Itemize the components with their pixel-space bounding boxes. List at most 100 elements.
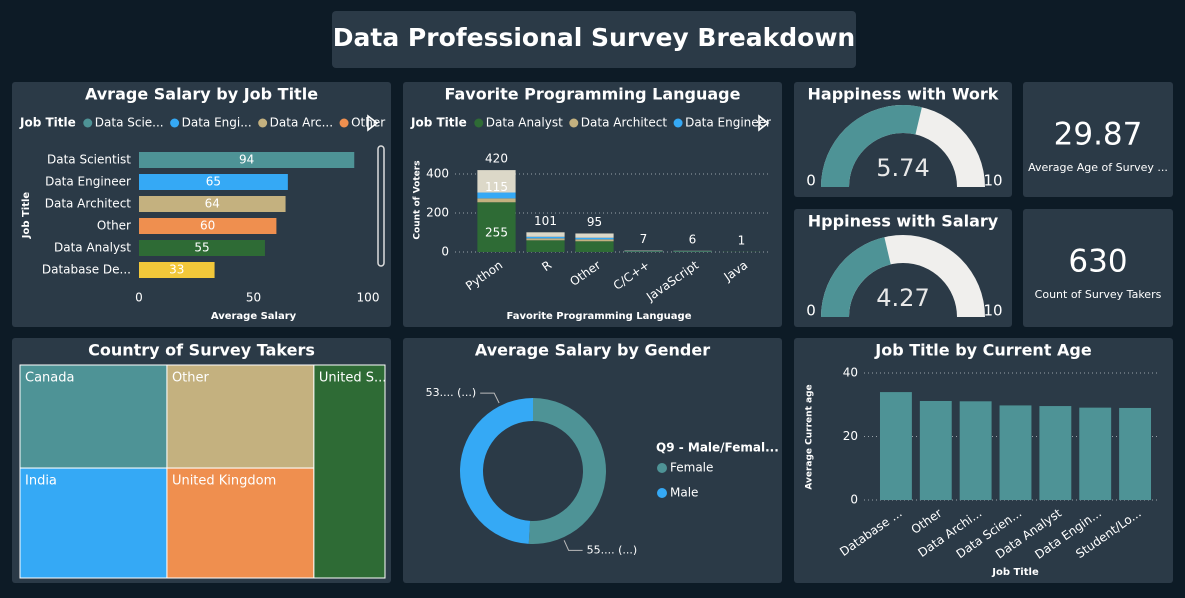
bar	[999, 405, 1032, 500]
legend-title: Job Title	[410, 116, 467, 130]
treemap-tile	[166, 364, 315, 469]
bar-segment	[575, 233, 614, 238]
data-label: 60	[200, 219, 215, 233]
legend-label: Data Scie...	[95, 116, 164, 130]
y-tick-label: Data Scientist	[47, 153, 131, 167]
chart-title: Country of Survey Takers	[88, 341, 315, 360]
legend-label: Data Arc...	[270, 116, 333, 130]
total-label: 95	[587, 215, 602, 229]
gauge-value: 4.27	[876, 284, 929, 312]
card-value: 630	[1068, 244, 1127, 280]
bar-segment	[526, 238, 565, 241]
legend-marker	[258, 118, 268, 128]
axis-title: Job Title	[21, 192, 32, 240]
legend-label: Male	[670, 486, 698, 500]
legend-marker	[569, 118, 579, 128]
legend-marker	[474, 118, 484, 128]
gauge-max: 10	[983, 302, 1002, 320]
y-tick-label: Data Analyst	[54, 241, 131, 255]
legend-label: Data Analyst	[486, 116, 563, 130]
leader-line	[563, 540, 583, 551]
gauge-max: 10	[983, 172, 1002, 190]
y-tick-label: 0	[441, 245, 449, 259]
bar	[919, 400, 952, 500]
treemap-label: United Kingdom	[172, 474, 276, 489]
bar	[139, 262, 215, 278]
bar	[139, 196, 286, 212]
axis-title: Average Salary	[211, 311, 297, 322]
data-label: 115	[485, 180, 508, 194]
bar	[139, 240, 265, 256]
bar-segment	[526, 240, 565, 252]
gauge-value-arc	[821, 105, 922, 187]
panel	[403, 82, 782, 327]
leader-line	[480, 392, 500, 404]
y-tick-label: 200	[426, 206, 449, 220]
legend-marker	[170, 118, 180, 128]
data-label: 255	[485, 226, 508, 240]
treemap-label: India	[25, 474, 57, 489]
bar-segment	[624, 251, 663, 252]
bar-segment	[526, 232, 565, 237]
treemap-tile	[313, 364, 386, 579]
chart-title: Job Title by Current Age	[874, 341, 1092, 360]
gauge-value: 5.74	[876, 154, 929, 182]
treemap-tile	[19, 467, 168, 579]
y-tick-label: Other	[97, 219, 131, 233]
legend-label: Data Architect	[581, 116, 668, 130]
bar	[1119, 407, 1152, 500]
bar	[1039, 406, 1072, 500]
y-tick-label: 20	[843, 429, 858, 443]
data-label: 55.... (...)	[587, 543, 638, 556]
bar-segment	[477, 170, 516, 193]
chart-title: Average Salary by Gender	[475, 341, 710, 360]
bar-segment	[477, 198, 516, 203]
legend-marker	[339, 118, 349, 128]
legend-marker	[83, 118, 93, 128]
bar-segment	[575, 241, 614, 252]
bar-segment	[575, 237, 614, 240]
x-tick-label: 0	[135, 291, 143, 305]
chart-title: Favorite Programming Language	[445, 85, 741, 104]
bar	[1079, 407, 1112, 500]
y-tick-label: 0	[850, 493, 858, 507]
y-tick-label: Data Engineer	[45, 175, 131, 189]
treemap-tile	[166, 467, 315, 579]
donut-segment	[460, 398, 533, 544]
bar-segment	[477, 192, 516, 199]
gauge-min: 0	[806, 302, 816, 320]
data-label: 64	[205, 197, 220, 211]
legend-scroll-arrow[interactable]	[758, 114, 770, 132]
legend-scroll-arrow[interactable]	[367, 114, 379, 132]
scrollbar	[377, 145, 385, 267]
dashboard-title: Data Professional Survey Breakdown	[333, 23, 855, 52]
legend-title: Q9 - Male/Femal...	[656, 441, 779, 455]
chart-title: Happiness with Work	[808, 85, 999, 104]
bar-segment	[526, 236, 565, 239]
legend-label: Data Engineer	[685, 116, 771, 130]
data-label: 94	[239, 153, 254, 167]
treemap-label: Canada	[25, 371, 74, 386]
bar	[879, 392, 912, 500]
card-value: 29.87	[1054, 117, 1143, 153]
total-label: 420	[485, 152, 508, 166]
legend-marker	[673, 118, 683, 128]
gauge-min: 0	[806, 172, 816, 190]
x-tick-label: 100	[357, 291, 380, 305]
legend-title: Job Title	[19, 116, 76, 130]
data-label: 33	[169, 263, 184, 277]
bar	[139, 174, 288, 190]
y-tick-label: Database De...	[42, 263, 131, 277]
y-tick-label: 400	[426, 167, 449, 181]
chart-title: Hppiness with Salary	[808, 212, 999, 231]
y-tick-label: Data Architect	[45, 197, 132, 211]
card	[1023, 82, 1173, 197]
donut-segment	[528, 398, 606, 545]
total-label: 7	[640, 232, 648, 246]
treemap-label: United S...	[319, 371, 387, 386]
bar-segment	[477, 202, 516, 252]
legend-label: Female	[670, 461, 713, 475]
axis-title: Favorite Programming Language	[507, 311, 692, 322]
total-label: 6	[689, 232, 697, 246]
